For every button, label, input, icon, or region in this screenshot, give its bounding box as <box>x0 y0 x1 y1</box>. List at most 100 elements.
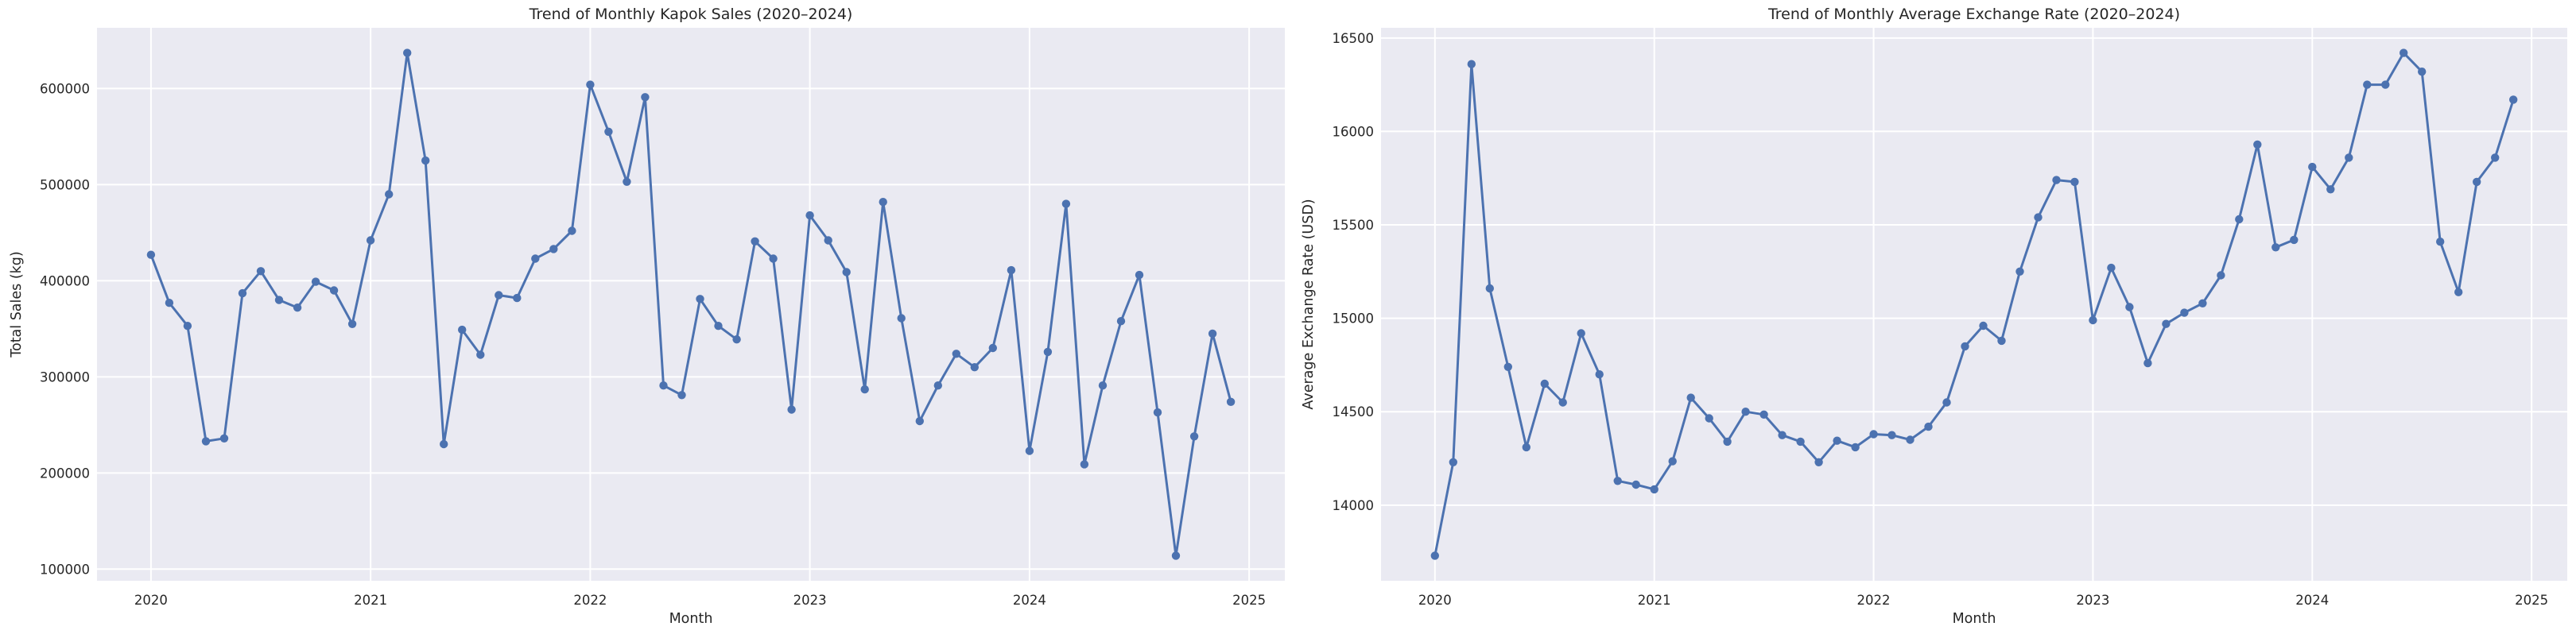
data-point <box>1007 265 1016 275</box>
data-point <box>714 322 723 331</box>
data-point <box>347 319 357 328</box>
data-point <box>329 286 339 295</box>
y-tick-label: 300000 <box>40 369 90 385</box>
data-point <box>274 296 284 304</box>
y-tick-label: 600000 <box>40 81 90 96</box>
data-point <box>1723 437 1732 447</box>
data-point <box>586 80 595 89</box>
data-point <box>696 295 704 303</box>
data-point <box>1650 485 1658 494</box>
data-point <box>495 291 503 300</box>
data-point <box>952 350 961 358</box>
data-point <box>2271 243 2280 252</box>
data-point <box>751 237 759 245</box>
data-point <box>1924 422 1933 431</box>
data-point <box>165 299 174 307</box>
data-point <box>988 343 998 353</box>
data-point <box>860 385 869 394</box>
data-point <box>513 293 522 303</box>
data-point <box>201 437 211 446</box>
data-line <box>1433 52 2515 557</box>
data-point <box>2125 303 2134 311</box>
data-point <box>1153 408 1162 417</box>
data-point <box>385 190 394 199</box>
data-point <box>1189 432 1199 441</box>
data-point <box>311 277 320 286</box>
data-point <box>1061 199 1071 208</box>
y-axis-label: Total Sales (kg) <box>9 251 25 358</box>
data-point <box>440 439 448 449</box>
y-tick-label: 15500 <box>1333 218 1375 233</box>
y-tick-label: 500000 <box>40 177 90 192</box>
data-point <box>623 177 631 186</box>
data-point <box>2308 162 2317 172</box>
data-point <box>1705 414 1713 423</box>
data-point <box>1226 397 1236 406</box>
data-point <box>1135 270 1144 280</box>
data-point <box>677 391 686 400</box>
data-point <box>933 381 943 390</box>
data-point <box>732 335 741 344</box>
data-point <box>568 226 576 235</box>
x-tick-label: 2024 <box>2295 593 2329 608</box>
data-point <box>897 314 906 323</box>
data-point <box>238 288 247 298</box>
data-point <box>2217 271 2225 280</box>
data-point <box>2143 358 2152 368</box>
kapok-sales-plot: 100000 200000 300000 400000 500000 600000 2020… <box>9 6 1285 627</box>
data-point <box>2363 80 2372 89</box>
data-point <box>1577 329 1585 338</box>
data-point <box>2399 48 2408 57</box>
chart-title: Trend of Monthly Kapok Sales (2020–2024) <box>529 6 853 23</box>
y-tick-label: 15000 <box>1333 311 1375 327</box>
data-point <box>915 416 925 426</box>
data-point <box>1485 284 1494 293</box>
data-point <box>1887 431 1896 439</box>
data-point <box>549 245 558 253</box>
data-point <box>531 254 540 263</box>
data-point <box>1043 347 1053 357</box>
data-point <box>2491 153 2500 162</box>
data-point <box>1778 431 1787 439</box>
data-point <box>1668 457 1677 466</box>
x-tick-label: 2024 <box>1013 593 1046 608</box>
data-point <box>2509 95 2518 104</box>
exchange-rate-chart: 14000 14500 15000 15500 16000 16500 2020 2021 20… <box>1288 0 2576 634</box>
data-point <box>1979 321 1988 331</box>
data-point <box>2436 238 2445 246</box>
y-tick-label: 16500 <box>1333 31 1375 46</box>
y-tick-label: 100000 <box>40 562 90 577</box>
data-point <box>1686 393 1695 402</box>
data-point <box>183 322 192 331</box>
data-point <box>1906 435 1915 444</box>
y-axis-label: Average Exchange Rate (USD) <box>1301 199 1317 409</box>
x-tick-label: 2023 <box>2076 593 2109 608</box>
data-point <box>2345 153 2353 162</box>
data-point <box>1613 477 1622 485</box>
y-tick-label: 16000 <box>1333 124 1375 139</box>
data-point <box>2034 213 2043 222</box>
data-point <box>1595 370 1604 379</box>
data-point <box>293 303 302 312</box>
axes-background <box>97 28 1285 581</box>
x-tick-label: 2021 <box>354 593 387 608</box>
data-point <box>2180 308 2189 317</box>
data-point <box>1558 398 1567 407</box>
x-tick-label: 2022 <box>1857 593 1891 608</box>
data-point <box>1833 436 1841 445</box>
data-point <box>2454 288 2463 296</box>
data-point <box>1796 437 1805 447</box>
x-tick-label: 2023 <box>793 593 827 608</box>
data-point <box>1080 460 1089 469</box>
data-point <box>2089 315 2097 325</box>
y-tick-label: 400000 <box>40 273 90 288</box>
data-point <box>403 48 412 57</box>
data-point <box>1851 443 1860 452</box>
x-tick-label: 2020 <box>1418 593 1452 608</box>
data-point <box>1449 458 1457 466</box>
data-point <box>970 363 980 372</box>
data-point <box>1116 317 1126 326</box>
data-point <box>1997 336 2006 346</box>
data-point <box>1869 430 1878 439</box>
